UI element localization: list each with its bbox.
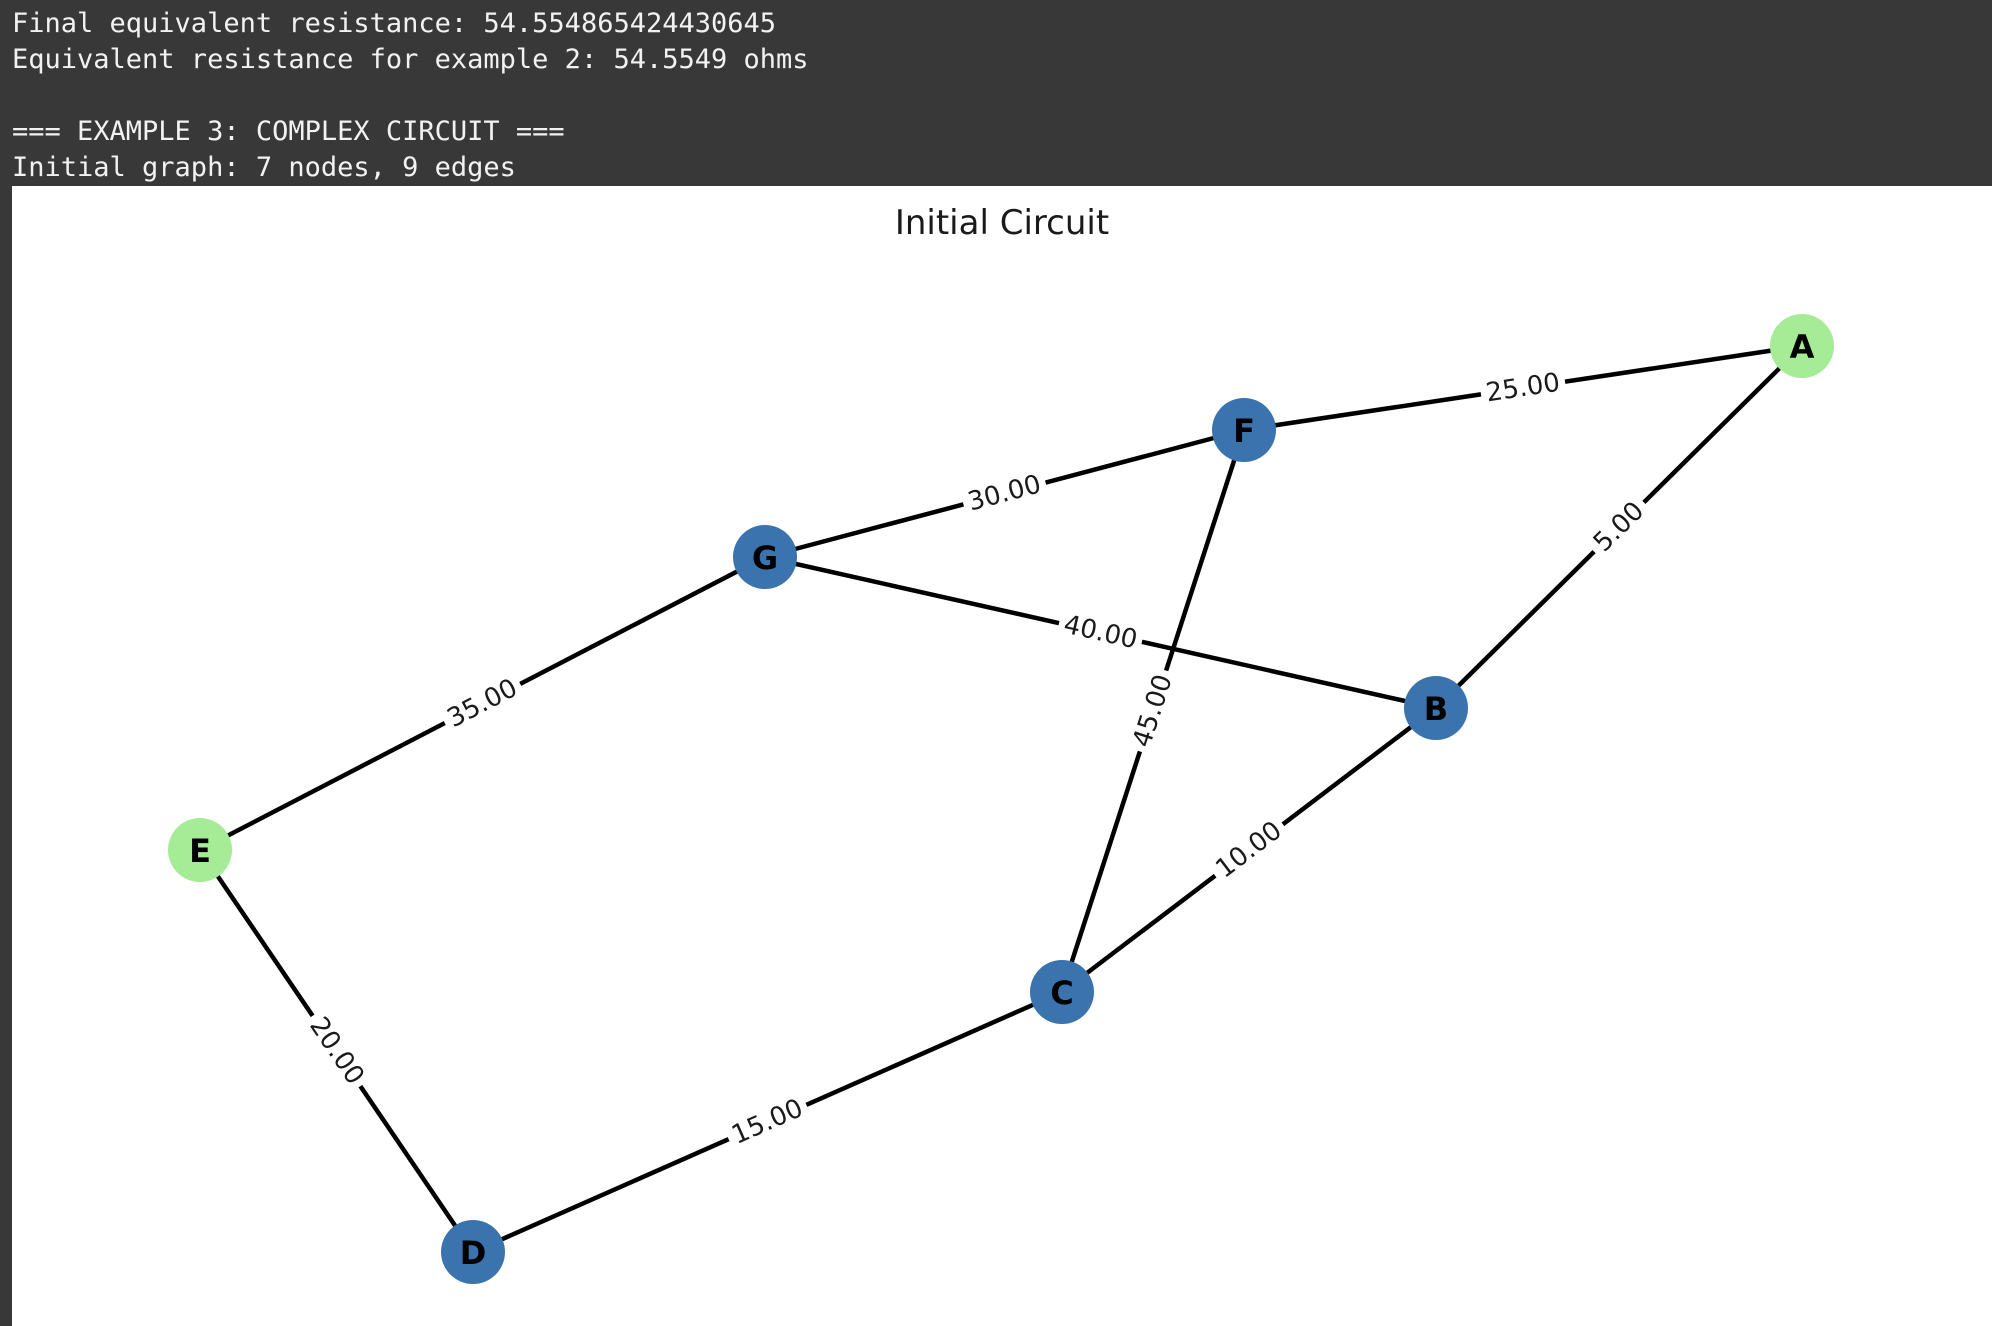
node-F: F (1212, 398, 1276, 462)
circuit-graph: Initial Circuit 25.005.0030.0040.0045.00… (168, 203, 1834, 1284)
node-label: G (752, 539, 778, 577)
edge-label-F-C: 45.00 (1124, 665, 1182, 757)
edge-resistance-label: 25.00 (1484, 368, 1562, 409)
edge-label-background (1055, 607, 1146, 658)
edge-label-C-B: 10.00 (1205, 811, 1293, 889)
node-A: A (1770, 314, 1834, 378)
edge-resistance-label: 15.00 (727, 1093, 807, 1151)
edge-label-background (1582, 491, 1656, 563)
node-C: C (1030, 960, 1094, 1024)
nodes-layer: A B C D E F G (168, 314, 1834, 1284)
node-label: B (1424, 690, 1448, 728)
node-circle (733, 525, 797, 589)
edge-label-background (1205, 811, 1293, 889)
node-E: E (168, 818, 232, 882)
node-G: G (733, 525, 797, 589)
console-output: Final equivalent resistance: 54.55486542… (0, 0, 1992, 186)
console-line-graph-summary: Initial graph: 7 nodes, 9 edges (12, 152, 516, 183)
console-line-example2-resistance: Equivalent resistance for example 2: 54.… (12, 44, 809, 75)
edge-label-background (1124, 665, 1182, 757)
node-label: C (1050, 974, 1073, 1012)
node-D: D (441, 1220, 505, 1284)
node-label: F (1233, 412, 1255, 450)
edge-label-background (959, 467, 1050, 520)
edge-label-background (722, 1090, 813, 1154)
console-line-final-resistance: Final equivalent resistance: 54.55486542… (12, 8, 777, 39)
node-label: E (189, 832, 211, 870)
edge-label-F-A: 25.00 (1478, 365, 1568, 411)
node-circle (1404, 676, 1468, 740)
node-circle (1030, 960, 1094, 1024)
edge-label-D-C: 15.00 (722, 1090, 813, 1154)
edge-label-background (437, 669, 528, 738)
node-label: D (460, 1234, 487, 1272)
edge-resistance-label: 35.00 (443, 673, 523, 734)
plot-title: Initial Circuit (895, 203, 1109, 243)
edge-label-background (299, 1006, 374, 1096)
console-line-example3-header: === EXAMPLE 3: COMPLEX CIRCUIT === (12, 116, 565, 147)
node-circle (441, 1220, 505, 1284)
edge-label-E-D: 20.00 (299, 1006, 374, 1096)
edge-label-E-G: 35.00 (437, 669, 528, 738)
edge-label-background (1478, 365, 1568, 411)
edge-label-G-B: 40.00 (1055, 607, 1146, 658)
edge-label-G-F: 30.00 (959, 467, 1050, 520)
node-label: A (1790, 328, 1815, 366)
edge-resistance-label: 10.00 (1210, 816, 1287, 885)
edge-labels-layer: 25.005.0030.0040.0045.0010.0035.0020.001… (299, 365, 1656, 1154)
node-circle (1770, 314, 1834, 378)
edge-resistance-label: 30.00 (965, 469, 1045, 517)
node-circle (168, 818, 232, 882)
edge-resistance-label: 45.00 (1127, 671, 1178, 751)
node-B: B (1404, 676, 1468, 740)
plot-figure: Initial Circuit 25.00 5.00 30.00 40.00 45.00… (12, 186, 1992, 1326)
node-circle (1212, 398, 1276, 462)
